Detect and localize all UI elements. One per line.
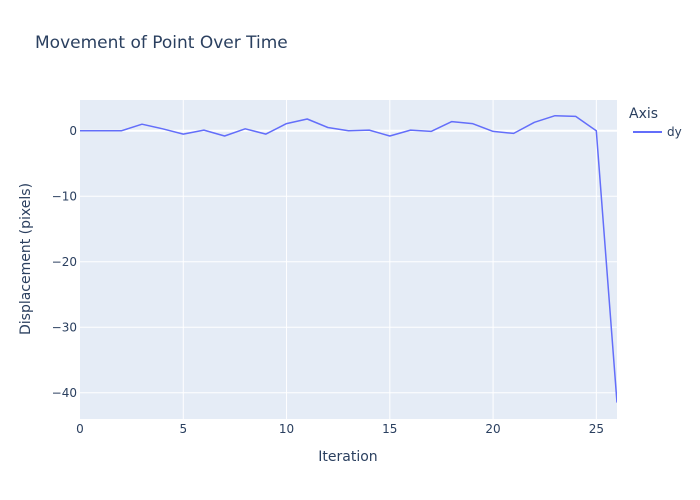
y-tick-label: −40 bbox=[52, 386, 77, 400]
x-tick-label: 0 bbox=[76, 422, 84, 436]
legend-label-dy: dy bbox=[667, 125, 682, 139]
x-axis-title: Iteration bbox=[318, 449, 377, 465]
x-tick-label: 15 bbox=[382, 422, 397, 436]
y-tick-label: −10 bbox=[52, 189, 77, 203]
series-line-dy[interactable] bbox=[80, 114, 617, 403]
x-gridlines bbox=[182, 100, 597, 419]
x-tick-label: 5 bbox=[179, 422, 187, 436]
x-tick-label: 20 bbox=[485, 422, 500, 436]
x-tick-label: 25 bbox=[589, 422, 604, 436]
x-tick-label: 10 bbox=[279, 422, 294, 436]
y-axis-ticks: 0 −10 −20 −30 −40 bbox=[52, 124, 77, 400]
plot-background bbox=[80, 100, 617, 419]
y-tick-label: 0 bbox=[69, 124, 77, 138]
chart-title: Movement of Point Over Time bbox=[35, 33, 288, 53]
legend[interactable]: Axis dy bbox=[629, 106, 682, 139]
series-group bbox=[80, 114, 617, 403]
x-axis-ticks: 0 5 10 15 20 25 bbox=[76, 422, 604, 436]
y-tick-label: −30 bbox=[52, 320, 77, 334]
y-axis-title: Displacement (pixels) bbox=[18, 183, 34, 335]
legend-title: Axis bbox=[629, 106, 658, 122]
y-tick-label: −20 bbox=[52, 255, 77, 269]
